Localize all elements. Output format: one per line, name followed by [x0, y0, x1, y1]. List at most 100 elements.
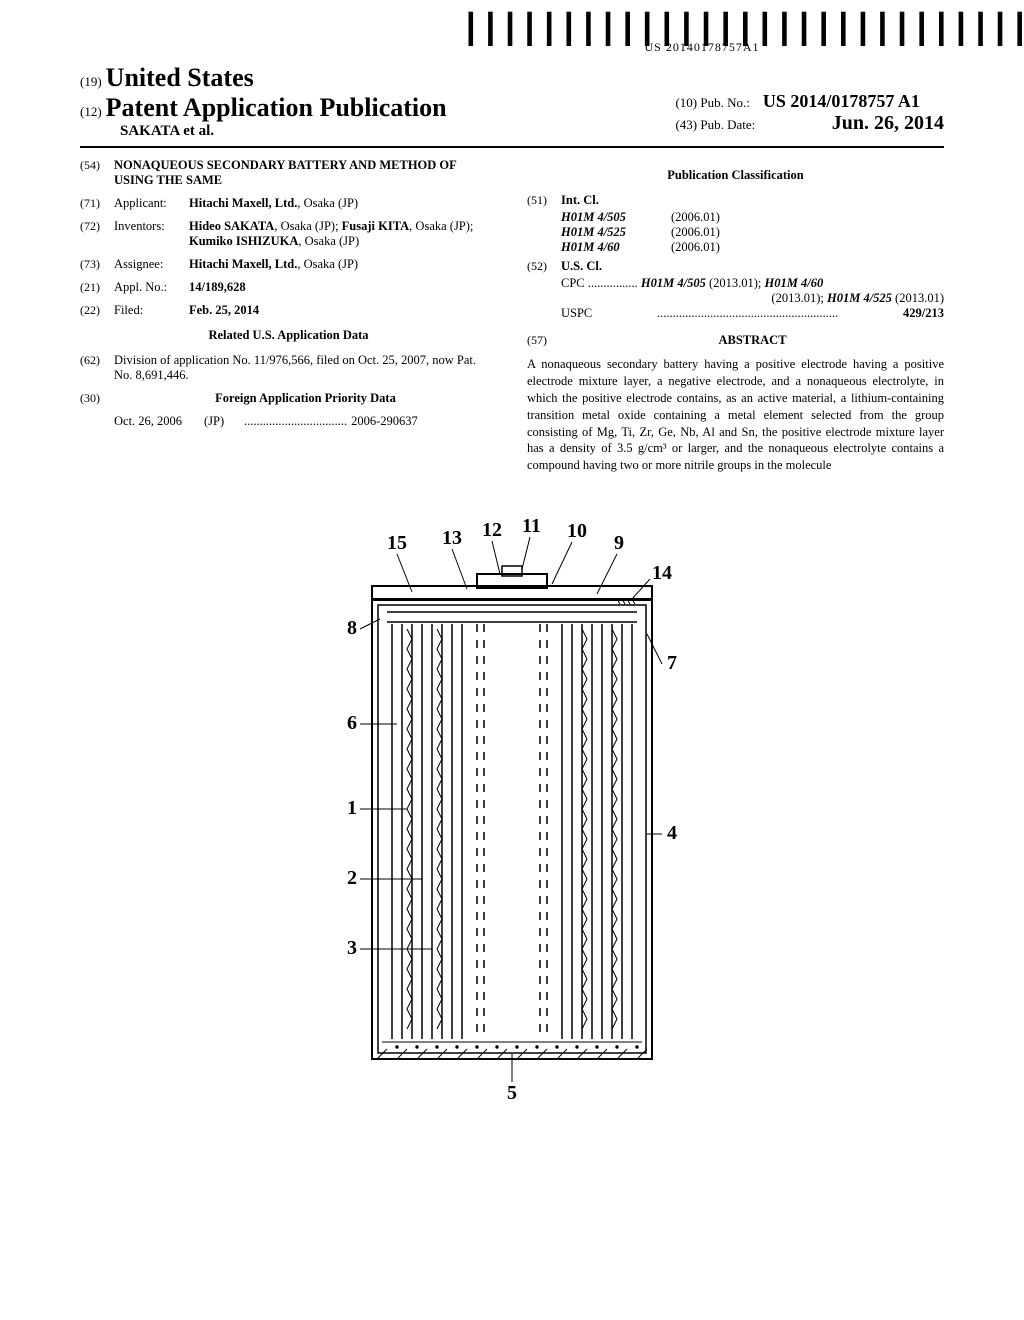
barcode-graphic: ||||||||||||||||||||||||||||||||||||||||…	[460, 20, 944, 38]
field-73-label: Assignee:	[114, 257, 189, 272]
inventor-1-loc: , Osaka (JP);	[274, 219, 341, 233]
field-51: (51) Int. Cl.	[527, 193, 944, 208]
applicant-loc: , Osaka (JP)	[297, 196, 358, 210]
bibliographic-columns: (54) NONAQUEOUS SECONDARY BATTERY AND ME…	[80, 158, 944, 474]
field-71-num: (71)	[80, 196, 114, 211]
applicant: Hitachi Maxell, Ltd., Osaka (JP)	[189, 196, 497, 211]
header: (19) United States (12) Patent Applicati…	[80, 63, 944, 148]
left-column: (54) NONAQUEOUS SECONDARY BATTERY AND ME…	[80, 158, 497, 474]
abstract-text: A nonaqueous secondary battery having a …	[527, 356, 944, 474]
ref-8: 8	[347, 617, 357, 639]
ref-11: 11	[522, 515, 541, 537]
field-52-num: (52)	[527, 259, 561, 274]
field-52: (52) U.S. Cl.	[527, 259, 944, 274]
foreign-priority-row: Oct. 26, 2006 (JP) .....................…	[114, 414, 497, 429]
inventor-1: Hideo SAKATA	[189, 219, 274, 233]
cpc-dots: ................	[588, 276, 638, 290]
field-72: (72) Inventors: Hideo SAKATA, Osaka (JP)…	[80, 219, 497, 249]
ref-14: 14	[652, 562, 672, 584]
intcl-label: Int. Cl.	[561, 193, 944, 208]
field-71-label: Applicant:	[114, 196, 189, 211]
cpc-line-2: (2013.01); H01M 4/525 (2013.01)	[561, 291, 944, 306]
authors: SAKATA et al.	[120, 123, 447, 140]
application-number: 14/189,628	[189, 280, 497, 295]
priority-country: (JP)	[204, 414, 244, 429]
uscl-label: U.S. Cl.	[561, 259, 944, 274]
pubno-label: Pub. No.:	[700, 95, 749, 110]
field-22: (22) Filed: Feb. 25, 2014	[80, 303, 497, 318]
cpc-line: CPC ................ H01M 4/505 (2013.01…	[561, 276, 944, 291]
assignee-name: Hitachi Maxell, Ltd.	[189, 257, 297, 271]
intcl-code: H01M 4/60	[561, 240, 671, 255]
field-71: (71) Applicant: Hitachi Maxell, Ltd., Os…	[80, 196, 497, 211]
header-left: (19) United States (12) Patent Applicati…	[80, 63, 447, 140]
field-30-heading-row: (30) Foreign Application Priority Data	[80, 391, 497, 406]
field-21-label: Appl. No.:	[114, 280, 189, 295]
field-43-num: (43)	[675, 117, 697, 132]
invention-title: NONAQUEOUS SECONDARY BATTERY AND METHOD …	[114, 158, 497, 188]
intcl-row: H01M 4/505 (2006.01)	[561, 210, 944, 225]
ref-4: 4	[667, 822, 677, 844]
cpc-date-1: (2013.01);	[706, 276, 765, 290]
field-51-num: (51)	[527, 193, 561, 208]
uspc-dots: ........................................…	[592, 306, 903, 321]
field-22-label: Filed:	[114, 303, 189, 318]
cpc-date-2: (2013.01);	[771, 291, 827, 305]
inventor-2-loc: , Osaka (JP);	[409, 219, 473, 233]
ref-15: 15	[387, 532, 407, 554]
field-12-num: (12)	[80, 104, 102, 119]
ref-13: 13	[442, 527, 462, 549]
assignee: Hitachi Maxell, Ltd., Osaka (JP)	[189, 257, 497, 272]
priority-date: Oct. 26, 2006	[114, 414, 204, 429]
field-57-num: (57)	[527, 333, 561, 348]
cpc-code-3: H01M 4/525	[827, 291, 892, 305]
pubdate-label: Pub. Date:	[700, 117, 755, 132]
ref-3: 3	[347, 937, 357, 959]
related-data-heading: Related U.S. Application Data	[80, 328, 497, 343]
intcl-date: (2006.01)	[671, 210, 720, 225]
intcl-date: (2006.01)	[671, 225, 720, 240]
field-10-num: (10)	[675, 95, 697, 110]
ref-9: 9	[614, 532, 624, 554]
ref-12: 12	[482, 519, 502, 541]
field-30-num: (30)	[80, 391, 114, 406]
abstract-label: ABSTRACT	[561, 333, 944, 348]
field-72-label: Inventors:	[114, 219, 189, 249]
inventors: Hideo SAKATA, Osaka (JP); Fusaji KITA, O…	[189, 219, 497, 249]
publication-type: Patent Application Publication	[106, 93, 447, 122]
ref-5: 5	[507, 1082, 517, 1104]
right-column: Publication Classification (51) Int. Cl.…	[527, 158, 944, 474]
intcl-date: (2006.01)	[671, 240, 720, 255]
publication-date: Jun. 26, 2014	[832, 112, 944, 134]
field-21: (21) Appl. No.: 14/189,628	[80, 280, 497, 295]
inventor-2: Fusaji KITA	[342, 219, 410, 233]
cpc-code-1: H01M 4/505	[641, 276, 706, 290]
field-62: (62) Division of application No. 11/976,…	[80, 353, 497, 383]
ref-2: 2	[347, 867, 357, 889]
uspc-line: USPC ...................................…	[561, 306, 944, 321]
intcl-row: H01M 4/60 (2006.01)	[561, 240, 944, 255]
applicant-name: Hitachi Maxell, Ltd.	[189, 196, 297, 210]
cpc-code-2: H01M 4/60	[765, 276, 824, 290]
cpc-date-3: (2013.01)	[892, 291, 944, 305]
field-54: (54) NONAQUEOUS SECONDARY BATTERY AND ME…	[80, 158, 497, 188]
intcl-code: H01M 4/525	[561, 225, 671, 240]
header-right: (10) Pub. No.: US 2014/0178757 A1 (43) P…	[675, 63, 944, 140]
field-54-num: (54)	[80, 158, 114, 188]
ref-1: 1	[347, 797, 357, 819]
priority-appno: 2006-290637	[351, 414, 418, 429]
intcl-list: H01M 4/505 (2006.01) H01M 4/525 (2006.01…	[561, 210, 944, 255]
publication-number: US 2014/0178757 A1	[763, 91, 920, 111]
field-19-num: (19)	[80, 74, 102, 89]
inventor-3: Kumiko ISHIZUKA	[189, 234, 298, 248]
ref-6: 6	[347, 712, 357, 734]
assignee-loc: , Osaka (JP)	[297, 257, 358, 271]
field-21-num: (21)	[80, 280, 114, 295]
filing-date: Feb. 25, 2014	[189, 303, 497, 318]
battery-diagram: 8 6 1 2 3 7 4 5 15 1	[262, 504, 762, 1104]
field-73-num: (73)	[80, 257, 114, 272]
field-73: (73) Assignee: Hitachi Maxell, Ltd., Osa…	[80, 257, 497, 272]
uspc-label: USPC	[561, 306, 592, 321]
priority-dots: .................................	[244, 414, 347, 429]
ref-10: 10	[567, 520, 587, 542]
